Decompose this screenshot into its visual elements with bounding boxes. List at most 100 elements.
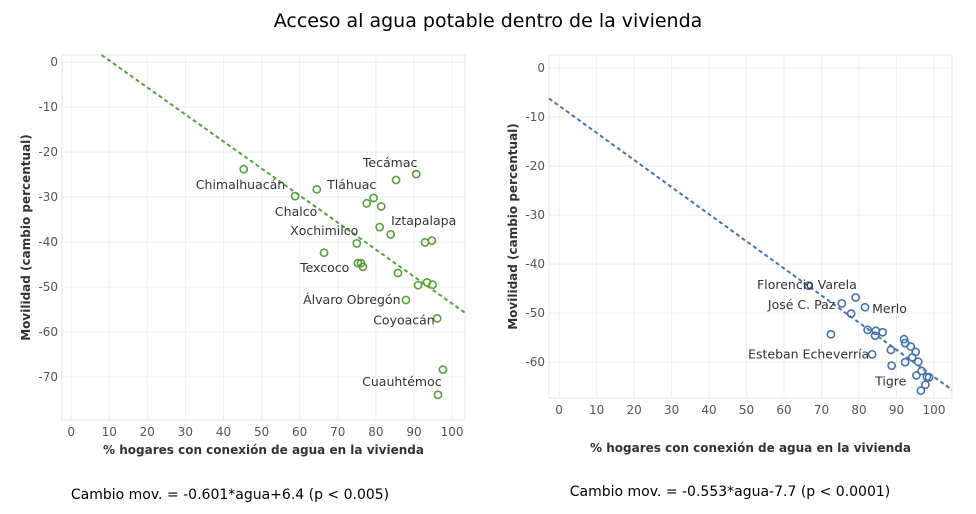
chart-title: Acceso al agua potable dentro de la vivi… (274, 10, 703, 32)
x-tick-label: 0 (67, 425, 75, 439)
point-label: Esteban Echeverría (748, 346, 869, 361)
data-point (319, 248, 329, 258)
data-point (917, 366, 927, 376)
plot-frame (548, 54, 953, 399)
data-point (837, 298, 847, 308)
x-tick-label: 80 (851, 403, 866, 417)
data-point (362, 198, 372, 208)
data-point (920, 380, 930, 390)
x-tick-label: 10 (102, 425, 117, 439)
data-point (878, 327, 888, 337)
y-tick-label: 0 (50, 55, 58, 69)
data-point (907, 352, 917, 362)
y-axis-label: Movilidad (cambio percentual) (506, 123, 520, 330)
point-label: Chalco (275, 204, 317, 219)
data-point (826, 329, 836, 339)
point-label: Florencio Varela (757, 277, 857, 292)
y-tick-label: -40 (38, 235, 58, 249)
x-axis-label: % hogares con conexión de agua en la viv… (590, 441, 911, 455)
x-tick-label: 40 (216, 425, 231, 439)
data-point (369, 193, 378, 203)
regression-formula: Cambio mov. = -0.601*agua+6.4 (p < 0.005… (71, 487, 389, 503)
data-point (376, 202, 386, 211)
x-tick-label: 100 (923, 403, 946, 417)
y-tick-label: -60 (525, 355, 545, 369)
data-point (438, 365, 448, 375)
y-tick-label: -30 (38, 190, 58, 204)
x-tick-label: 70 (330, 425, 345, 439)
data-point (916, 386, 926, 396)
y-tick-label: -60 (38, 325, 58, 339)
data-point (358, 262, 368, 272)
x-tick-label: 20 (140, 425, 155, 439)
data-point (352, 238, 362, 248)
point-label: Tigre (874, 373, 907, 388)
data-point (867, 349, 877, 359)
point-label: Tecámac (362, 155, 418, 170)
x-tick-label: 80 (368, 425, 383, 439)
data-point (375, 222, 385, 232)
y-tick-label: -10 (525, 110, 545, 124)
data-point (887, 361, 897, 371)
point-label: Iztapalapa (391, 213, 456, 228)
data-point (851, 293, 861, 302)
data-point (863, 325, 873, 335)
x-tick-label: 30 (664, 403, 679, 417)
data-point (290, 191, 300, 201)
y-tick-label: -20 (38, 145, 58, 159)
x-tick-label: 50 (254, 425, 269, 439)
trend-line (100, 54, 466, 314)
point-label: Xochimilco (290, 223, 358, 238)
point-label: Chimalhuacán (196, 177, 285, 192)
data-point (913, 357, 923, 367)
data-point (428, 280, 438, 290)
trend-line (548, 97, 953, 391)
plot-frame (61, 54, 466, 421)
data-point (899, 334, 909, 344)
data-point (924, 373, 934, 382)
data-point (433, 390, 443, 400)
data-point (401, 295, 411, 305)
x-tick-label: 0 (555, 403, 563, 417)
data-point (804, 281, 813, 291)
regression-formula: Cambio mov. = -0.553*agua-7.7 (p < 0.000… (570, 484, 891, 500)
data-point (870, 331, 880, 341)
y-tick-label: -40 (525, 257, 545, 271)
x-axis-label: % hogares con conexión de agua en la viv… (103, 443, 424, 457)
point-label: Texcoco (299, 260, 349, 275)
y-axis-label: Movilidad (cambio percentual) (19, 134, 33, 341)
data-point (312, 185, 322, 194)
x-tick-label: 100 (441, 425, 464, 439)
y-tick-label: -50 (38, 280, 58, 294)
point-label: Coyoacán (373, 313, 435, 328)
point-label: Álvaro Obregón (303, 292, 400, 307)
point-label: José C. Paz (767, 297, 836, 312)
x-tick-label: 10 (589, 403, 604, 417)
y-tick-label: -10 (38, 100, 58, 114)
y-tick-label: 0 (537, 61, 545, 75)
data-point (900, 357, 910, 367)
data-point (906, 342, 916, 351)
x-tick-label: 60 (776, 403, 791, 417)
x-tick-label: 50 (739, 403, 754, 417)
data-point (886, 345, 896, 355)
x-tick-label: 90 (889, 403, 904, 417)
x-tick-label: 40 (701, 403, 716, 417)
data-point (391, 175, 401, 185)
data-point (911, 371, 921, 380)
data-point (411, 169, 421, 179)
y-tick-label: -70 (38, 370, 58, 384)
point-label: Merlo (872, 301, 907, 316)
data-point (860, 302, 870, 312)
x-tick-label: 30 (178, 425, 193, 439)
data-point (846, 309, 856, 319)
x-tick-label: 70 (814, 403, 829, 417)
point-label: Tláhuac (326, 177, 376, 192)
point-label: Cuauhtémoc (362, 374, 442, 389)
data-point (386, 229, 396, 239)
x-tick-label: 90 (406, 425, 421, 439)
data-point (393, 268, 403, 278)
x-tick-label: 60 (292, 425, 307, 439)
data-point (239, 164, 249, 174)
